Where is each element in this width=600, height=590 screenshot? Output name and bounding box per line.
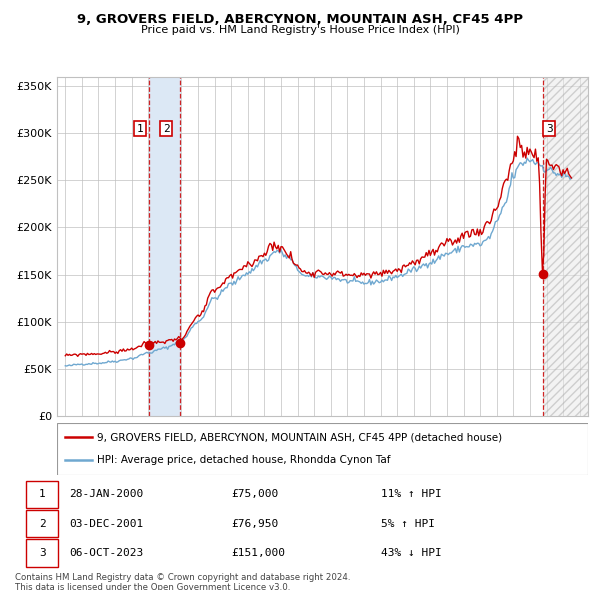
Text: 3: 3 [39, 548, 46, 558]
Text: This data is licensed under the Open Government Licence v3.0.: This data is licensed under the Open Gov… [15, 583, 290, 590]
Text: 3: 3 [546, 123, 553, 133]
Text: 9, GROVERS FIELD, ABERCYNON, MOUNTAIN ASH, CF45 4PP: 9, GROVERS FIELD, ABERCYNON, MOUNTAIN AS… [77, 13, 523, 26]
Bar [149, 77, 180, 416]
Text: HPI: Average price, detached house, Rhondda Cynon Taf: HPI: Average price, detached house, Rhon… [97, 455, 391, 466]
Bar [542, 77, 588, 416]
Text: 03-DEC-2001: 03-DEC-2001 [70, 519, 144, 529]
Text: 1: 1 [137, 123, 143, 133]
Text: Contains HM Land Registry data © Crown copyright and database right 2024.: Contains HM Land Registry data © Crown c… [15, 573, 350, 582]
Text: 9, GROVERS FIELD, ABERCYNON, MOUNTAIN ASH, CF45 4PP (detached house): 9, GROVERS FIELD, ABERCYNON, MOUNTAIN AS… [97, 432, 502, 442]
Text: £75,000: £75,000 [231, 489, 278, 499]
Text: 2: 2 [163, 123, 169, 133]
Text: 5% ↑ HPI: 5% ↑ HPI [380, 519, 434, 529]
Text: 28-JAN-2000: 28-JAN-2000 [70, 489, 144, 499]
FancyBboxPatch shape [26, 539, 58, 566]
Text: 2: 2 [39, 519, 46, 529]
FancyBboxPatch shape [26, 481, 58, 508]
Text: 06-OCT-2023: 06-OCT-2023 [70, 548, 144, 558]
Text: 43% ↓ HPI: 43% ↓ HPI [380, 548, 442, 558]
Text: £76,950: £76,950 [231, 519, 278, 529]
Text: £151,000: £151,000 [231, 548, 285, 558]
FancyBboxPatch shape [26, 510, 58, 537]
Text: Price paid vs. HM Land Registry's House Price Index (HPI): Price paid vs. HM Land Registry's House … [140, 25, 460, 35]
Text: 1: 1 [39, 489, 46, 499]
Text: 11% ↑ HPI: 11% ↑ HPI [380, 489, 442, 499]
